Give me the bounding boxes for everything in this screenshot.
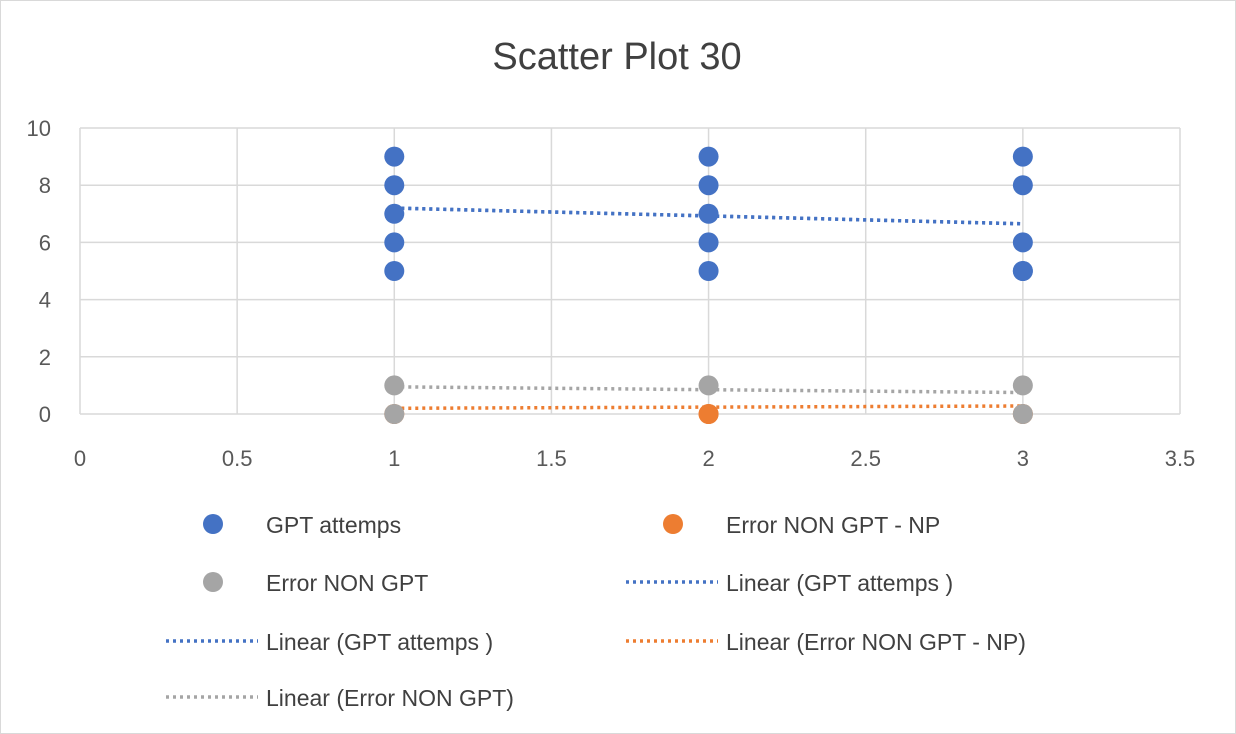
legend-label: Error NON GPT	[266, 570, 428, 596]
legend-label: Linear (GPT attemps )	[726, 570, 953, 596]
data-point-series-2	[1012, 375, 1033, 396]
legend-item: GPT attemps	[203, 512, 401, 538]
data-point-series-0	[384, 261, 405, 281]
data-point-series-0	[698, 203, 719, 224]
x-tick-label: 1.5	[536, 446, 567, 471]
data-point-series-0	[384, 203, 405, 224]
data-point-series-0	[1012, 175, 1033, 196]
axis-tick-labels: 0 2 4 6 8 10 0 0.5 1 1.5 2 2.5 3 3.5	[27, 116, 1196, 471]
x-tick-label: 1	[388, 446, 400, 471]
y-tick-label: 8	[39, 173, 51, 198]
legend-label: Linear (GPT attemps )	[266, 629, 493, 655]
legend-label: Linear (Error NON GPT - NP)	[726, 629, 1026, 655]
x-tick-label: 2	[702, 446, 714, 471]
data-points	[384, 146, 1033, 424]
x-tick-label: 2.5	[850, 446, 881, 471]
data-point-series-0	[384, 175, 405, 196]
legend-item: Linear (GPT attemps )	[166, 629, 493, 655]
y-tick-label: 0	[39, 402, 51, 427]
data-point-series-1	[698, 404, 719, 424]
y-tick-label: 2	[39, 345, 51, 370]
data-point-series-2	[384, 375, 405, 396]
legend-marker	[203, 572, 223, 592]
data-point-series-0	[384, 232, 405, 253]
data-point-series-0	[384, 146, 405, 167]
data-point-series-2	[384, 404, 405, 424]
data-point-series-0	[698, 146, 719, 167]
y-tick-label: 6	[39, 230, 51, 255]
legend-label: Error NON GPT - NP	[726, 512, 940, 538]
legend-item: Error NON GPT	[203, 570, 428, 596]
data-point-series-0	[698, 261, 719, 281]
data-point-series-0	[1012, 261, 1033, 281]
legend: GPT attemps Error NON GPT - NP Error NON G…	[166, 512, 1026, 711]
data-point-series-0	[1012, 232, 1033, 253]
legend-marker	[203, 514, 223, 534]
data-point-series-2	[698, 375, 719, 396]
x-tick-label: 0	[74, 446, 86, 471]
legend-item: Linear (Error NON GPT)	[166, 685, 514, 711]
legend-marker	[663, 514, 683, 534]
legend-item: Linear (GPT attemps )	[626, 570, 953, 596]
x-tick-label: 0.5	[222, 446, 253, 471]
legend-label: GPT attemps	[266, 512, 401, 538]
data-point-series-0	[698, 232, 719, 253]
y-tick-label: 10	[27, 116, 51, 141]
data-point-series-0	[698, 175, 719, 196]
y-tick-label: 4	[39, 288, 51, 313]
chart-title: Scatter Plot 30	[492, 36, 741, 78]
legend-label: Linear (Error NON GPT)	[266, 685, 514, 711]
x-tick-label: 3.5	[1165, 446, 1196, 471]
data-point-series-2	[1012, 404, 1033, 424]
data-point-series-0	[1012, 146, 1033, 167]
x-tick-label: 3	[1017, 446, 1029, 471]
legend-item: Error NON GPT - NP	[663, 512, 940, 538]
legend-item: Linear (Error NON GPT - NP)	[626, 629, 1026, 655]
